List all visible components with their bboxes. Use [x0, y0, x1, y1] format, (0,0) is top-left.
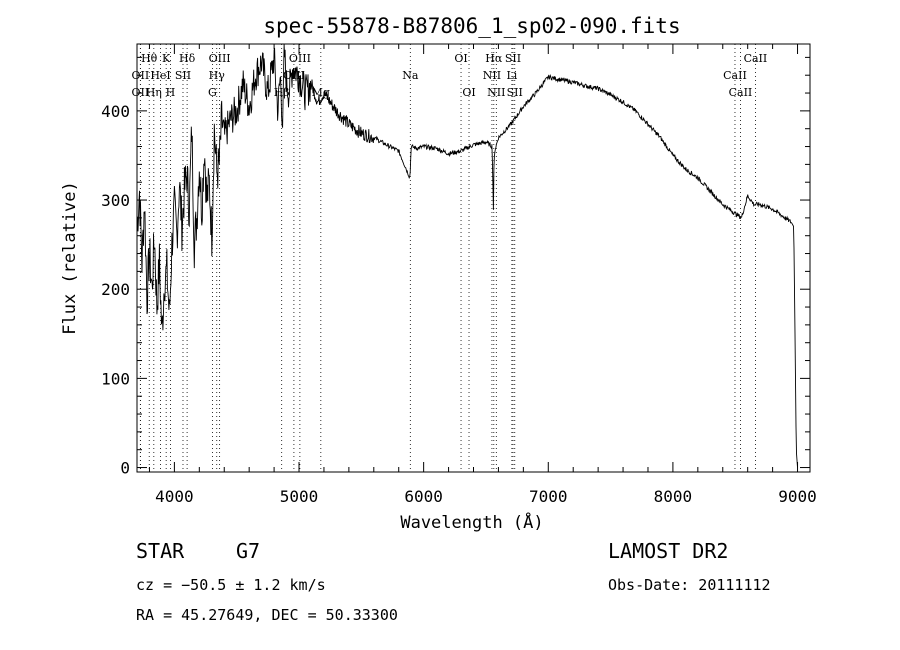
line-marker-label-12: OIII [289, 52, 311, 65]
y-tick-label-4: 400 [101, 102, 130, 121]
object-class: STAR [136, 539, 185, 563]
line-marker-label-24: SII [507, 86, 523, 99]
chart-title: spec-55878-B87806_1_sp02-090.fits [263, 14, 680, 38]
object-subclass: G7 [236, 539, 260, 563]
x-tick-label-2: 6000 [404, 487, 443, 506]
survey-name: LAMOST DR2 [608, 539, 728, 563]
y-tick-label-1: 100 [101, 369, 130, 388]
line-marker-label-4: HeI [150, 69, 170, 82]
line-marker-label-23: NII [487, 86, 505, 99]
line-marker-label-27: CaII [729, 86, 753, 99]
x-tick-label-4: 8000 [654, 487, 693, 506]
x-axis-label: Wavelength (Å) [400, 511, 543, 533]
line-marker-label-5: SII [175, 69, 191, 82]
y-axis: 0 100 200 300 400 [101, 56, 810, 478]
line-marker-label-10: Hγ [209, 69, 226, 82]
redshift-cz: cz = −50.5 ± 1.2 km/s [136, 576, 326, 594]
line-marker-label-26: CaII [723, 69, 747, 82]
x-tick-label-0: 4000 [155, 487, 194, 506]
y-tick-label-2: 200 [101, 280, 130, 299]
line-marker-label-17: OI [454, 52, 467, 65]
y-axis-label: Flux (relative) [60, 181, 80, 335]
x-tick-label-3: 7000 [529, 487, 568, 506]
line-marker-label-9: OIII [209, 52, 231, 65]
line-marker-label-18: OI [462, 86, 475, 99]
line-marker-label-19: Hα [485, 52, 503, 65]
line-marker-label-1: K [162, 52, 171, 65]
line-marker-label-2: Hδ [179, 52, 196, 65]
line-marker-label-16: Na [402, 69, 419, 82]
x-axis: 4000 5000 6000 7000 8000 9000 [148, 44, 817, 506]
spectrum-line [136, 43, 798, 468]
spectrum-series [136, 43, 798, 468]
x-tick-label-5: 9000 [778, 487, 817, 506]
line-marker-label-20: SII [505, 52, 521, 65]
line-marker-label-7: Hη [146, 86, 162, 99]
coordinates: RA = 45.27649, DEC = 50.33300 [136, 606, 398, 624]
line-marker-label-22: Li [506, 69, 517, 82]
y-tick-label-3: 300 [101, 191, 130, 210]
line-marker-label-11: G [208, 86, 217, 99]
line-marker-label-0: Hθ [141, 52, 158, 65]
observation-date: Obs-Date: 20111112 [608, 576, 771, 594]
line-marker-label-8: H [166, 86, 176, 99]
x-tick-label-1: 5000 [280, 487, 319, 506]
line-marker-label-25: CaII [744, 52, 768, 65]
y-tick-label-0: 0 [120, 459, 130, 478]
line-marker-label-21: NII [483, 69, 501, 82]
line-marker-label-6: OII [132, 86, 150, 99]
